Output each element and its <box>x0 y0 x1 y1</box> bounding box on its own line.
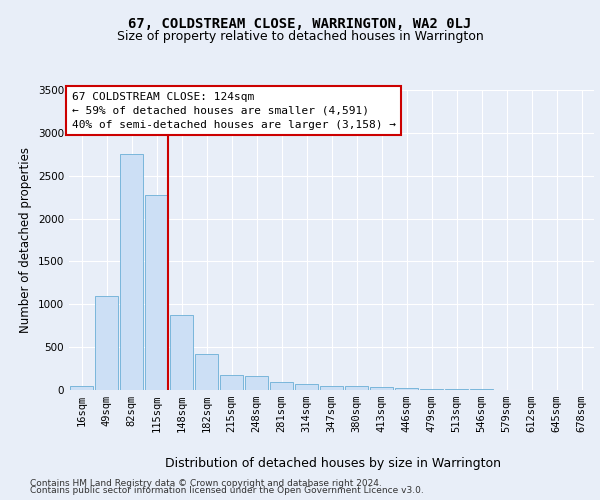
Bar <box>70 386 93 390</box>
Bar <box>320 386 343 390</box>
Bar <box>170 316 193 390</box>
Bar <box>345 386 368 390</box>
Bar <box>245 376 268 390</box>
Text: Contains HM Land Registry data © Crown copyright and database right 2024.: Contains HM Land Registry data © Crown c… <box>30 478 382 488</box>
Bar <box>270 382 293 390</box>
Bar <box>295 384 318 390</box>
Text: Size of property relative to detached houses in Warrington: Size of property relative to detached ho… <box>116 30 484 43</box>
Bar <box>145 194 168 390</box>
Bar <box>220 376 243 390</box>
Text: Contains public sector information licensed under the Open Government Licence v3: Contains public sector information licen… <box>30 486 424 495</box>
Bar <box>120 154 143 390</box>
Text: 67, COLDSTREAM CLOSE, WARRINGTON, WA2 0LJ: 67, COLDSTREAM CLOSE, WARRINGTON, WA2 0L… <box>128 18 472 32</box>
Bar <box>195 354 218 390</box>
Bar <box>395 388 418 390</box>
Bar <box>445 389 468 390</box>
Bar <box>95 296 118 390</box>
Bar <box>370 388 393 390</box>
Bar <box>420 388 443 390</box>
Y-axis label: Number of detached properties: Number of detached properties <box>19 147 32 333</box>
Text: Distribution of detached houses by size in Warrington: Distribution of detached houses by size … <box>165 458 501 470</box>
Text: 67 COLDSTREAM CLOSE: 124sqm
← 59% of detached houses are smaller (4,591)
40% of : 67 COLDSTREAM CLOSE: 124sqm ← 59% of det… <box>71 92 395 130</box>
